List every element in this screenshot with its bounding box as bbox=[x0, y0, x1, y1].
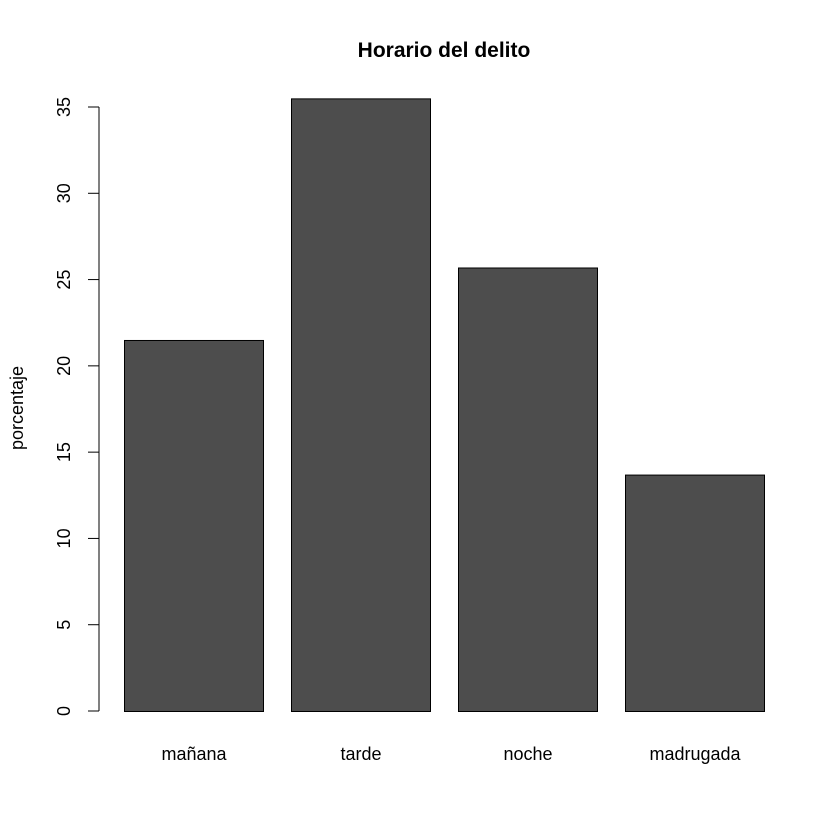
x-axis-labels: mañana tarde noche madrugada bbox=[161, 744, 741, 764]
x-tick-label: noche bbox=[503, 744, 552, 764]
y-tick-label: 25 bbox=[54, 270, 74, 290]
y-axis: 0 5 10 15 20 25 30 35 bbox=[54, 97, 100, 716]
bar-0 bbox=[124, 339, 264, 712]
y-tick-label: 35 bbox=[54, 97, 74, 117]
x-tick-label: madrugada bbox=[649, 744, 741, 764]
y-tick-label: 0 bbox=[54, 706, 74, 716]
y-tick-label: 15 bbox=[54, 442, 74, 462]
bar-2 bbox=[458, 267, 598, 712]
x-tick-label: tarde bbox=[340, 744, 381, 764]
x-tick-label: mañana bbox=[161, 744, 227, 764]
y-axis-label: porcentaje bbox=[7, 366, 27, 450]
y-tick-label: 30 bbox=[54, 183, 74, 203]
y-tick-label: 20 bbox=[54, 356, 74, 376]
chart-title: Horario del delito bbox=[358, 39, 531, 62]
bar-1 bbox=[291, 98, 431, 713]
bars-group bbox=[124, 98, 765, 713]
bar-3 bbox=[625, 474, 765, 712]
y-tick-label: 10 bbox=[54, 528, 74, 548]
y-tick-label: 5 bbox=[54, 620, 74, 630]
